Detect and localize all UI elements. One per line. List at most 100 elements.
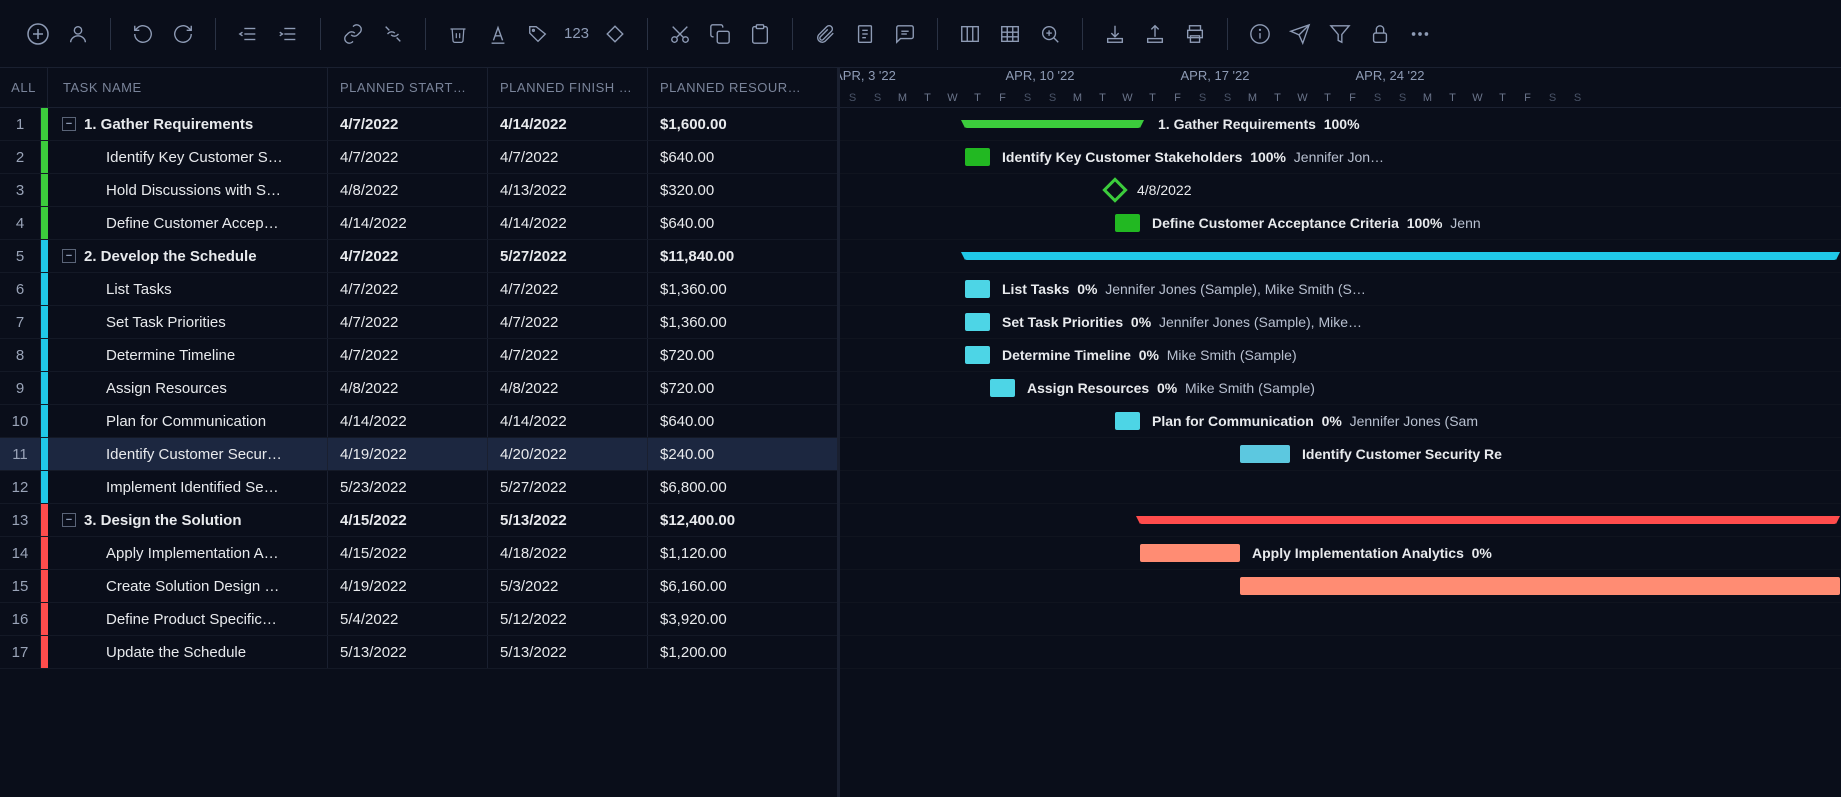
task-cell[interactable]: Identify Key Customer S… [48,141,328,173]
finish-cell[interactable]: 4/14/2022 [488,108,648,140]
resource-cell[interactable]: $1,360.00 [648,273,837,305]
gantt-row[interactable]: Set Task Priorities 0% Jennifer Jones (S… [840,306,1841,339]
resource-cell[interactable]: $11,840.00 [648,240,837,272]
resource-cell[interactable]: $12,400.00 [648,504,837,536]
start-cell[interactable]: 4/14/2022 [328,207,488,239]
task-cell[interactable]: Identify Customer Secur… [48,438,328,470]
copy-icon[interactable] [702,16,738,52]
download-icon[interactable] [1097,16,1133,52]
comment-icon[interactable] [887,16,923,52]
collapse-icon[interactable]: − [62,117,76,131]
table-row[interactable]: 13−3. Design the Solution4/15/20225/13/2… [0,504,837,537]
summary-bar[interactable] [1140,516,1836,524]
gantt-row[interactable]: Plan for Communication 0% Jennifer Jones… [840,405,1841,438]
table-row[interactable]: 1−1. Gather Requirements4/7/20224/14/202… [0,108,837,141]
collapse-icon[interactable]: − [62,249,76,263]
start-cell[interactable]: 4/8/2022 [328,174,488,206]
gantt-row[interactable]: 1. Gather Requirements 100% [840,108,1841,141]
task-cell[interactable]: Create Solution Design … [48,570,328,602]
task-cell[interactable]: List Tasks [48,273,328,305]
redo-icon[interactable] [165,16,201,52]
task-bar[interactable] [1240,577,1840,595]
task-bar[interactable] [965,346,990,364]
header-finish[interactable]: PLANNED FINISH … [488,68,648,107]
table-row[interactable]: 11Identify Customer Secur…4/19/20224/20/… [0,438,837,471]
header-resource[interactable]: PLANNED RESOUR… [648,68,837,107]
send-icon[interactable] [1282,16,1318,52]
gantt-row[interactable] [840,570,1841,603]
finish-cell[interactable]: 4/7/2022 [488,141,648,173]
indent-icon[interactable] [270,16,306,52]
table-row[interactable]: 2Identify Key Customer S…4/7/20224/7/202… [0,141,837,174]
header-all[interactable]: ALL [0,68,48,107]
grid-icon[interactable] [992,16,1028,52]
outdent-icon[interactable] [230,16,266,52]
start-cell[interactable]: 4/7/2022 [328,306,488,338]
task-cell[interactable]: Update the Schedule [48,636,328,668]
gantt-row[interactable] [840,471,1841,504]
undo-icon[interactable] [125,16,161,52]
task-cell[interactable]: Plan for Communication [48,405,328,437]
resource-cell[interactable]: $640.00 [648,141,837,173]
table-row[interactable]: 8Determine Timeline4/7/20224/7/2022$720.… [0,339,837,372]
task-cell[interactable]: −2. Develop the Schedule [48,240,328,272]
start-cell[interactable]: 4/7/2022 [328,273,488,305]
task-cell[interactable]: Assign Resources [48,372,328,404]
gantt-row[interactable]: Apply Implementation Analytics 0% [840,537,1841,570]
start-cell[interactable]: 4/14/2022 [328,405,488,437]
task-cell[interactable]: Apply Implementation A… [48,537,328,569]
finish-cell[interactable]: 5/27/2022 [488,471,648,503]
task-bar[interactable] [1115,214,1140,232]
task-cell[interactable]: Set Task Priorities [48,306,328,338]
task-bar[interactable] [1115,412,1140,430]
table-row[interactable]: 9Assign Resources4/8/20224/8/2022$720.00 [0,372,837,405]
trash-icon[interactable] [440,16,476,52]
finish-cell[interactable]: 4/7/2022 [488,273,648,305]
table-row[interactable]: 3Hold Discussions with S…4/8/20224/13/20… [0,174,837,207]
start-cell[interactable]: 4/19/2022 [328,438,488,470]
resource-cell[interactable]: $640.00 [648,405,837,437]
resource-cell[interactable]: $1,120.00 [648,537,837,569]
finish-cell[interactable]: 4/18/2022 [488,537,648,569]
start-cell[interactable]: 4/8/2022 [328,372,488,404]
finish-cell[interactable]: 4/7/2022 [488,306,648,338]
task-cell[interactable]: Implement Identified Se… [48,471,328,503]
gantt-row[interactable]: Determine Timeline 0% Mike Smith (Sample… [840,339,1841,372]
resource-cell[interactable]: $720.00 [648,372,837,404]
gantt-row[interactable]: Define Customer Acceptance Criteria 100%… [840,207,1841,240]
link-icon[interactable] [335,16,371,52]
start-cell[interactable]: 4/15/2022 [328,537,488,569]
header-start[interactable]: PLANNED START… [328,68,488,107]
resource-cell[interactable]: $1,360.00 [648,306,837,338]
task-bar[interactable] [1240,445,1290,463]
resource-cell[interactable]: $6,160.00 [648,570,837,602]
table-row[interactable]: 10Plan for Communication4/14/20224/14/20… [0,405,837,438]
summary-bar[interactable] [965,252,1836,260]
info-icon[interactable] [1242,16,1278,52]
finish-cell[interactable]: 5/13/2022 [488,636,648,668]
task-bar[interactable] [965,148,990,166]
task-bar[interactable] [965,313,990,331]
header-task[interactable]: TASK NAME [48,68,328,107]
table-row[interactable]: 4Define Customer Accep…4/14/20224/14/202… [0,207,837,240]
start-cell[interactable]: 4/19/2022 [328,570,488,602]
upload-icon[interactable] [1137,16,1173,52]
text-color-icon[interactable] [480,16,516,52]
finish-cell[interactable]: 4/8/2022 [488,372,648,404]
zoom-icon[interactable] [1032,16,1068,52]
unlink-icon[interactable] [375,16,411,52]
finish-cell[interactable]: 5/12/2022 [488,603,648,635]
gantt-row[interactable] [840,603,1841,636]
start-cell[interactable]: 5/4/2022 [328,603,488,635]
resource-cell[interactable]: $3,920.00 [648,603,837,635]
table-row[interactable]: 14Apply Implementation A…4/15/20224/18/2… [0,537,837,570]
diamond-icon[interactable] [597,16,633,52]
resource-cell[interactable]: $320.00 [648,174,837,206]
resource-cell[interactable]: $720.00 [648,339,837,371]
table-row[interactable]: 15Create Solution Design …4/19/20225/3/2… [0,570,837,603]
table-row[interactable]: 5−2. Develop the Schedule4/7/20225/27/20… [0,240,837,273]
gantt-row[interactable] [840,240,1841,273]
summary-bar[interactable] [965,120,1140,128]
finish-cell[interactable]: 4/7/2022 [488,339,648,371]
collapse-icon[interactable]: − [62,513,76,527]
